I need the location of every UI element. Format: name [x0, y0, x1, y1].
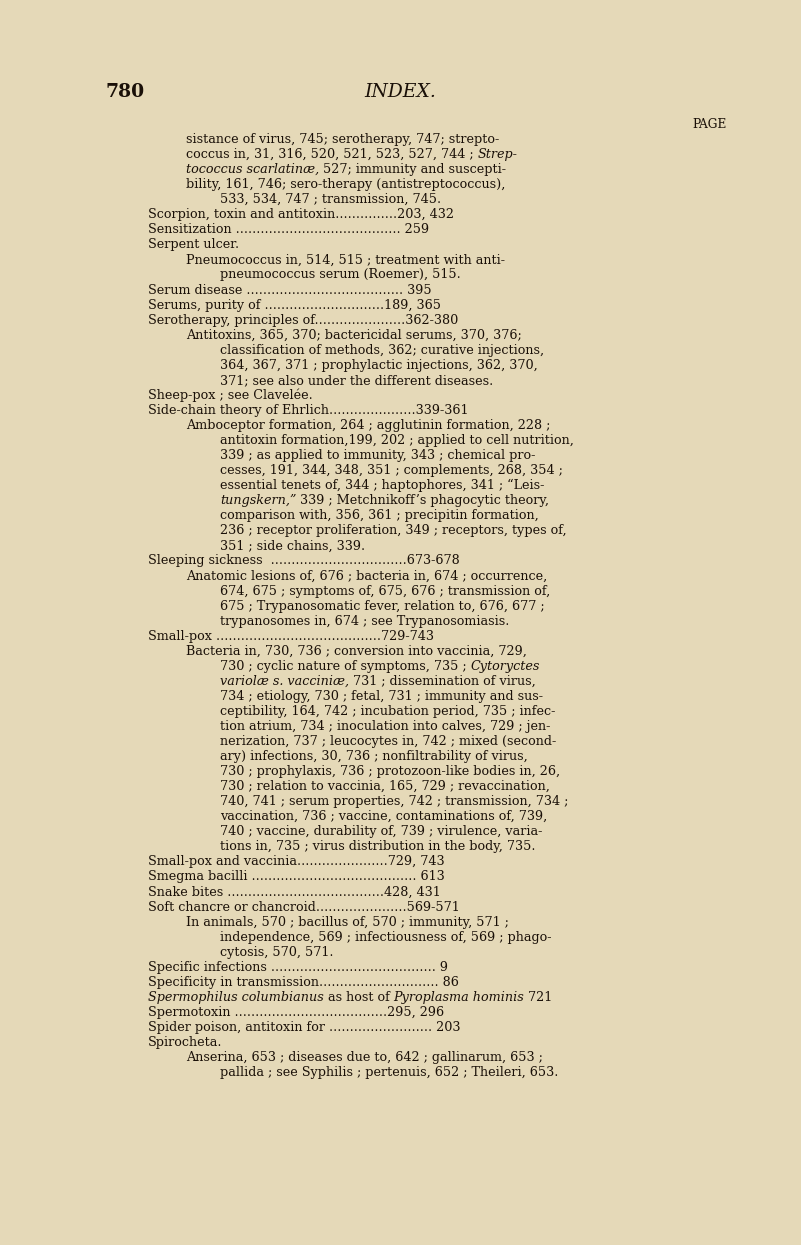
Text: antitoxin formation,199, 202 ; applied to cell nutrition,: antitoxin formation,199, 202 ; applied t…: [220, 435, 574, 447]
Text: Serum disease ...................................... 395: Serum disease ..........................…: [148, 284, 432, 296]
Text: sistance of virus, 745; serotherapy, 747; strepto-: sistance of virus, 745; serotherapy, 747…: [186, 133, 499, 146]
Text: trypanosomes in, 674 ; see Trypanosomiasis.: trypanosomes in, 674 ; see Trypanosomias…: [220, 615, 509, 627]
Text: Spirocheta.: Spirocheta.: [148, 1036, 223, 1050]
Text: tococcus scarlatinæ,: tococcus scarlatinæ,: [186, 163, 319, 176]
Text: pallida ; see Syphilis ; pertenuis, 652 ; Theileri, 653.: pallida ; see Syphilis ; pertenuis, 652 …: [220, 1066, 558, 1079]
Text: ceptibility, 164, 742 ; incubation period, 735 ; infec-: ceptibility, 164, 742 ; incubation perio…: [220, 705, 555, 718]
Text: Specific infections ........................................ 9: Specific infections ....................…: [148, 961, 448, 974]
Text: as host of: as host of: [324, 991, 393, 1003]
Text: Amboceptor formation, 264 ; agglutinin formation, 228 ;: Amboceptor formation, 264 ; agglutinin f…: [186, 420, 550, 432]
Text: 236 ; receptor proliferation, 349 ; receptors, types of,: 236 ; receptor proliferation, 349 ; rece…: [220, 524, 566, 538]
Text: nerization, 737 ; leucocytes in, 742 ; mixed (second-: nerization, 737 ; leucocytes in, 742 ; m…: [220, 735, 556, 748]
Text: Antitoxins, 365, 370; bactericidal serums, 370, 376;: Antitoxins, 365, 370; bactericidal serum…: [186, 329, 521, 341]
Text: classification of methods, 362; curative injections,: classification of methods, 362; curative…: [220, 344, 544, 357]
Text: coccus in, 31, 316, 520, 521, 523, 527, 744 ;: coccus in, 31, 316, 520, 521, 523, 527, …: [186, 148, 477, 161]
Text: Anatomic lesions of, 676 ; bacteria in, 674 ; occurrence,: Anatomic lesions of, 676 ; bacteria in, …: [186, 569, 547, 583]
Text: Serums, purity of .............................189, 365: Serums, purity of ......................…: [148, 299, 441, 311]
Text: Cytoryctes: Cytoryctes: [471, 660, 540, 672]
Text: independence, 569 ; infectiousness of, 569 ; phago-: independence, 569 ; infectiousness of, 5…: [220, 931, 552, 944]
Text: Spermotoxin .....................................295, 296: Spermotoxin ............................…: [148, 1006, 444, 1018]
Text: Soft chancre or chancroid......................569-571: Soft chancre or chancroid...............…: [148, 900, 460, 914]
Text: 730 ; relation to vaccinia, 165, 729 ; revaccination,: 730 ; relation to vaccinia, 165, 729 ; r…: [220, 781, 549, 793]
Text: Side-chain theory of Ehrlich.....................339-361: Side-chain theory of Ehrlich............…: [148, 403, 469, 417]
Text: Specificity in transmission............................. 86: Specificity in transmission.............…: [148, 976, 459, 989]
Text: variolæ s. vacciniæ,: variolæ s. vacciniæ,: [220, 675, 349, 687]
Text: 371; see also under the different diseases.: 371; see also under the different diseas…: [220, 374, 493, 387]
Text: INDEX.: INDEX.: [364, 83, 436, 101]
Text: ary) infections, 30, 736 ; nonfiltrability of virus,: ary) infections, 30, 736 ; nonfiltrabili…: [220, 749, 528, 763]
Text: 734 ; etiology, 730 ; fetal, 731 ; immunity and sus-: 734 ; etiology, 730 ; fetal, 731 ; immun…: [220, 690, 543, 703]
Text: Sensitization ........................................ 259: Sensitization ..........................…: [148, 223, 429, 237]
Text: 675 ; Trypanosomatic fever, relation to, 676, 677 ;: 675 ; Trypanosomatic fever, relation to,…: [220, 600, 545, 613]
Text: 674, 675 ; symptoms of, 675, 676 ; transmission of,: 674, 675 ; symptoms of, 675, 676 ; trans…: [220, 584, 550, 598]
Text: Spider poison, antitoxin for ......................... 203: Spider poison, antitoxin for ...........…: [148, 1021, 461, 1033]
Text: 740 ; vaccine, durability of, 739 ; virulence, varia-: 740 ; vaccine, durability of, 739 ; viru…: [220, 825, 542, 838]
Text: Serpent ulcer.: Serpent ulcer.: [148, 238, 239, 251]
Text: comparison with, 356, 361 ; precipitin formation,: comparison with, 356, 361 ; precipitin f…: [220, 509, 539, 522]
Text: 731 ; dissemination of virus,: 731 ; dissemination of virus,: [349, 675, 536, 687]
Text: essential tenets of, 344 ; haptophores, 341 ; “Leis-: essential tenets of, 344 ; haptophores, …: [220, 479, 545, 492]
Text: pneumococcus serum (Roemer), 515.: pneumococcus serum (Roemer), 515.: [220, 269, 461, 281]
Text: Pneumococcus in, 514, 515 ; treatment with anti-: Pneumococcus in, 514, 515 ; treatment wi…: [186, 254, 505, 266]
Text: 721: 721: [525, 991, 553, 1003]
Text: Bacteria in, 730, 736 ; conversion into vaccinia, 729,: Bacteria in, 730, 736 ; conversion into …: [186, 645, 527, 657]
Text: 339 ; Metchnikoff’s phagocytic theory,: 339 ; Metchnikoff’s phagocytic theory,: [296, 494, 549, 507]
Text: tions in, 735 ; virus distribution in the body, 735.: tions in, 735 ; virus distribution in th…: [220, 840, 536, 853]
Text: Spermophilus columbianus: Spermophilus columbianus: [148, 991, 324, 1003]
Text: Serotherapy, principles of......................362-380: Serotherapy, principles of..............…: [148, 314, 458, 326]
Text: Small-pox and vaccinia......................729, 743: Small-pox and vaccinia..................…: [148, 855, 445, 869]
Text: 740, 741 ; serum properties, 742 ; transmission, 734 ;: 740, 741 ; serum properties, 742 ; trans…: [220, 796, 569, 808]
Text: Smegma bacilli ........................................ 613: Smegma bacilli .........................…: [148, 870, 445, 884]
Text: Pyroplasma hominis: Pyroplasma hominis: [393, 991, 525, 1003]
Text: 351 ; side chains, 339.: 351 ; side chains, 339.: [220, 539, 365, 553]
Text: Scorpion, toxin and antitoxin...............203, 432: Scorpion, toxin and antitoxin...........…: [148, 208, 454, 222]
Text: 364, 367, 371 ; prophylactic injections, 362, 370,: 364, 367, 371 ; prophylactic injections,…: [220, 359, 537, 372]
Text: cytosis, 570, 571.: cytosis, 570, 571.: [220, 946, 333, 959]
Text: 527; immunity and suscepti-: 527; immunity and suscepti-: [319, 163, 506, 176]
Text: 339 ; as applied to immunity, 343 ; chemical pro-: 339 ; as applied to immunity, 343 ; chem…: [220, 449, 535, 462]
Text: cesses, 191, 344, 348, 351 ; complements, 268, 354 ;: cesses, 191, 344, 348, 351 ; complements…: [220, 464, 563, 477]
Text: tungskern,”: tungskern,”: [220, 494, 296, 507]
Text: vaccination, 736 ; vaccine, contaminations of, 739,: vaccination, 736 ; vaccine, contaminatio…: [220, 810, 547, 823]
Text: PAGE: PAGE: [692, 118, 727, 131]
Text: 780: 780: [106, 83, 145, 101]
Text: Anserina, 653 ; diseases due to, 642 ; gallinarum, 653 ;: Anserina, 653 ; diseases due to, 642 ; g…: [186, 1051, 543, 1064]
Text: tion atrium, 734 ; inoculation into calves, 729 ; jen-: tion atrium, 734 ; inoculation into calv…: [220, 720, 550, 733]
Text: 730 ; prophylaxis, 736 ; protozoon-like bodies in, 26,: 730 ; prophylaxis, 736 ; protozoon-like …: [220, 766, 560, 778]
Text: Strep-: Strep-: [477, 148, 517, 161]
Text: Small-pox ........................................729-743: Small-pox ..............................…: [148, 630, 434, 642]
Text: In animals, 570 ; bacillus of, 570 ; immunity, 571 ;: In animals, 570 ; bacillus of, 570 ; imm…: [186, 915, 509, 929]
Text: Sleeping sickness  .................................673-678: Sleeping sickness ......................…: [148, 554, 460, 568]
Text: 730 ; cyclic nature of symptoms, 735 ;: 730 ; cyclic nature of symptoms, 735 ;: [220, 660, 471, 672]
Text: Snake bites ......................................428, 431: Snake bites ............................…: [148, 885, 441, 899]
Text: 533, 534, 747 ; transmission, 745.: 533, 534, 747 ; transmission, 745.: [220, 193, 441, 207]
Text: Sheep-pox ; see Clavelée.: Sheep-pox ; see Clavelée.: [148, 388, 312, 402]
Text: bility, 161, 746; sero-therapy (antistreptococcus),: bility, 161, 746; sero-therapy (antistre…: [186, 178, 505, 192]
